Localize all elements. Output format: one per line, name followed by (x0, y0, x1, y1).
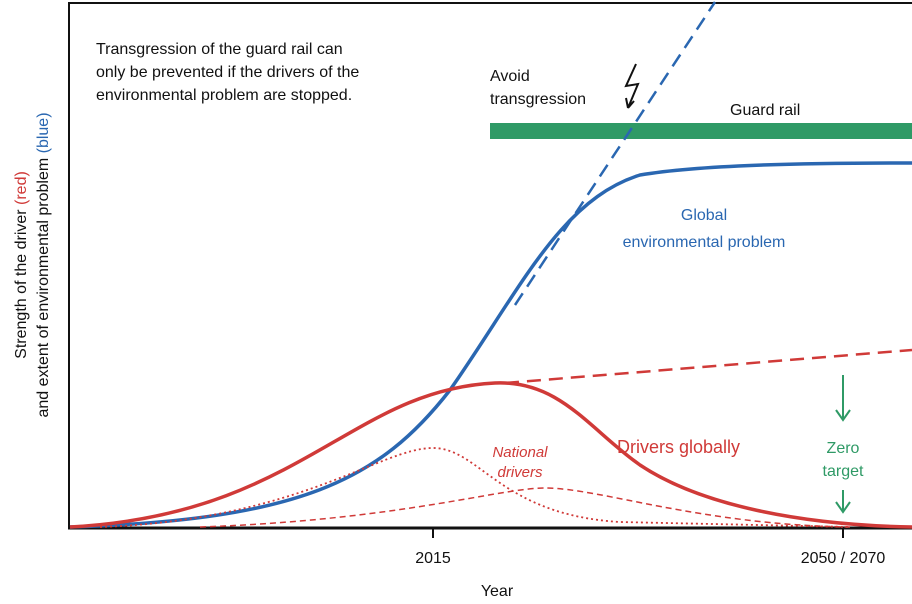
guard-rail-label: Guard rail (730, 102, 800, 119)
arrow (835, 490, 851, 514)
zero-label: Zero (827, 440, 860, 457)
x-tick-label: 2015 (415, 550, 451, 567)
problem-label: Global (681, 207, 727, 224)
guard-rail-bar (490, 123, 912, 139)
avoid-label: Avoid (490, 68, 530, 85)
note-line: environmental problem are stopped. (96, 87, 352, 104)
driver-trend (504, 348, 912, 385)
drivers-label: Drivers globally (617, 437, 740, 457)
national-label: drivers (497, 464, 543, 481)
national-driver-curve (199, 487, 851, 528)
note-line: Transgression of the guard rail can (96, 41, 343, 58)
y-label-text: Strength of the driver (13, 205, 30, 359)
problem-trend (513, 1, 717, 306)
lightning (624, 63, 640, 109)
y-label-highlight: (blue) (35, 112, 52, 153)
problem-label: environmental problem (623, 234, 786, 251)
frame (68, 2, 912, 528)
x-axis-label: Year (481, 583, 514, 599)
global-problem-curve (69, 161, 912, 529)
zero-label: target (823, 463, 864, 480)
note-line: only be prevented if the drivers of the (96, 64, 359, 81)
avoid-label: transgression (490, 91, 586, 108)
arrow (835, 375, 851, 422)
drivers-globally-curve (69, 381, 912, 529)
national-driver-curve (99, 447, 851, 528)
x-tick-label: 2050 / 2070 (801, 550, 886, 567)
national-label: National (492, 444, 548, 461)
y-axis-label: and extent of environmental problem (blu… (35, 112, 52, 417)
y-axis-label: Strength of the driver (red) (13, 171, 30, 359)
y-label-text: and extent of environmental problem (35, 153, 52, 417)
y-label-highlight: (red) (13, 171, 30, 205)
